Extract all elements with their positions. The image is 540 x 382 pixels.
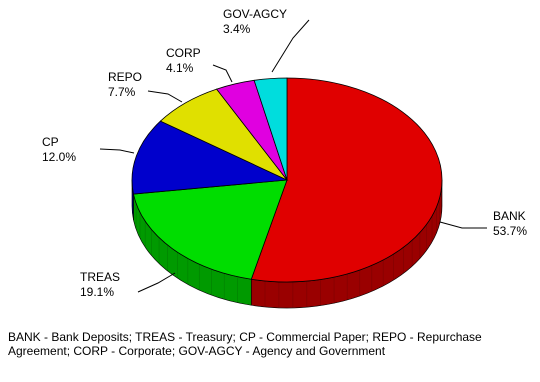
slice-value-corp: 4.1% xyxy=(166,61,194,75)
leader-line-cp xyxy=(99,148,135,154)
slice-value-bank: 53.7% xyxy=(493,224,527,238)
slice-value-repo: 7.7% xyxy=(108,85,136,99)
pie-slice-cp xyxy=(131,120,289,195)
leader-line-corp xyxy=(212,64,233,83)
pie-slice-bank xyxy=(250,77,443,283)
footnote: BANK - Bank Deposits; TREAS - Treasury; … xyxy=(8,330,482,358)
leader-lines xyxy=(99,19,487,293)
slice-value-gov-agcy: 3.4% xyxy=(223,22,251,36)
slice-label-treas: TREAS xyxy=(80,270,120,284)
slice-label-repo: REPO xyxy=(108,70,142,84)
slice-label-cp: CP xyxy=(42,135,59,149)
slice-label-bank: BANK xyxy=(493,209,526,223)
pie-sides xyxy=(131,179,443,309)
leader-line-bank xyxy=(439,221,487,229)
slice-label-corp: CORP xyxy=(166,46,201,60)
slice-label-gov-agcy: GOV-AGCY xyxy=(223,7,287,21)
leader-line-gov-agcy xyxy=(271,19,310,73)
pie-slices xyxy=(131,77,443,283)
pie-slice-treas xyxy=(132,179,288,280)
pie-slice-gov-agcy xyxy=(253,77,288,181)
slice-value-treas: 19.1% xyxy=(80,285,114,299)
leader-line-repo xyxy=(147,90,183,103)
slice-value-cp: 12.0% xyxy=(42,150,76,164)
leader-line-treas xyxy=(137,272,176,293)
